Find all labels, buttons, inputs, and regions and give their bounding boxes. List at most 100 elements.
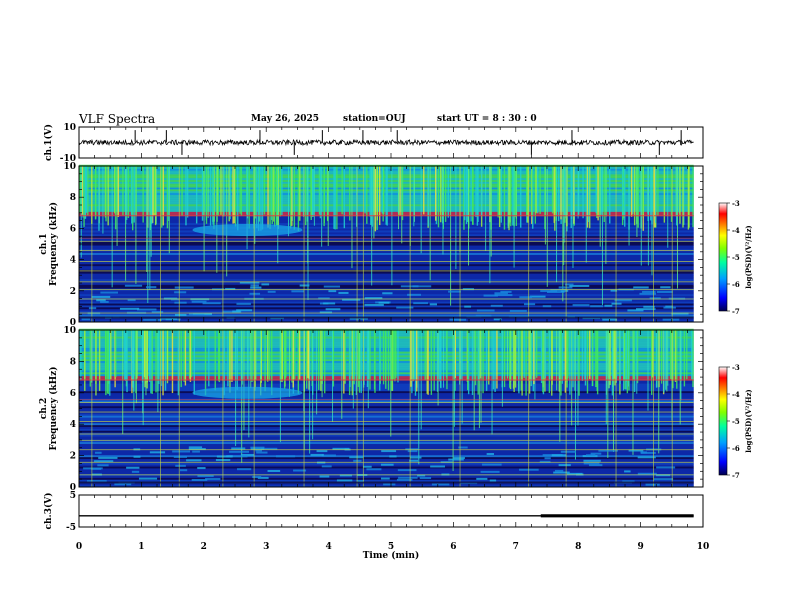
- spectro-column: [128, 166, 129, 218]
- spectro-column: [504, 166, 505, 230]
- spectro-burst: [623, 330, 624, 390]
- colorbar-tick-label: -6: [732, 280, 740, 289]
- spectro-column: [349, 330, 350, 387]
- colorbar-tick-label: -3: [732, 363, 740, 372]
- spectro-column: [554, 166, 555, 231]
- spectro-column: [515, 330, 516, 388]
- spectro-burst: [151, 166, 152, 257]
- spectro-band: [79, 253, 694, 255]
- spectro-lowband: [381, 464, 394, 466]
- spectro-burst: [216, 166, 217, 273]
- spectro-vline: [672, 166, 673, 322]
- y-tick-label: 10: [63, 326, 76, 336]
- spectro-column: [239, 166, 240, 214]
- spectro-column: [86, 166, 87, 213]
- spectro-lowband: [192, 479, 208, 481]
- spectro-lowband: [552, 454, 566, 456]
- y-axis-label: ch.1(V): [43, 124, 54, 161]
- spectro-vline: [672, 330, 673, 487]
- spectro-burst: [667, 330, 668, 386]
- y-tick-label: 8: [70, 357, 76, 367]
- spectro-band: [79, 446, 694, 448]
- spectro-lowband: [586, 454, 595, 456]
- spectro-burst: [516, 166, 517, 219]
- spectro-band: [79, 279, 694, 281]
- spectro-column: [344, 166, 345, 228]
- spectro-lowband: [545, 457, 551, 459]
- spectro-lowband: [268, 291, 276, 293]
- spectro-lowband: [430, 465, 445, 467]
- spectro-lowband: [261, 283, 269, 285]
- spectro-column: [227, 330, 228, 386]
- spectro-burst: [632, 330, 633, 455]
- spectro-lowband: [398, 469, 417, 471]
- spectro-band: [79, 444, 694, 446]
- spectro-lowband: [328, 290, 336, 292]
- spectro-hline: [79, 289, 694, 290]
- spectro-burst: [312, 330, 313, 439]
- spectro-column: [486, 330, 487, 391]
- spectro-darkline: [79, 482, 694, 484]
- spectro-column: [535, 166, 536, 213]
- spectro-column: [294, 330, 295, 379]
- spectro-band: [79, 285, 694, 287]
- spectro-column: [482, 330, 483, 393]
- spectro-lowband: [250, 284, 259, 286]
- spectro-burst: [277, 166, 278, 263]
- spectro-lowband: [322, 454, 336, 456]
- spectro-burst: [314, 166, 315, 226]
- ch2-spectrogram: [79, 329, 694, 488]
- spectro-lowband: [555, 470, 563, 472]
- spectro-column: [571, 166, 572, 228]
- colorbar-tick-label: -7: [732, 307, 740, 316]
- spectro-column: [149, 330, 150, 382]
- spectrogram-layer: [79, 165, 694, 488]
- x-tick-label: 8: [575, 542, 581, 552]
- spectro-vline: [653, 330, 654, 487]
- spectro-vline: [616, 330, 617, 487]
- x-tick-label: 10: [697, 542, 710, 552]
- spectro-band: [79, 227, 694, 229]
- spectro-band: [79, 271, 694, 273]
- spectro-column: [237, 330, 238, 390]
- spectro-band: [79, 419, 694, 421]
- spectro-lowband: [126, 467, 139, 469]
- spectro-column: [572, 330, 573, 387]
- spectro-column: [161, 166, 162, 228]
- spectro-column: [324, 166, 325, 223]
- spectro-column: [99, 330, 100, 391]
- spectro-lowband: [589, 464, 602, 466]
- spectro-column: [154, 166, 155, 213]
- spectro-lowband: [91, 296, 110, 298]
- spectro-vline: [460, 166, 461, 322]
- spectro-burst: [559, 330, 560, 442]
- spectro-lowband: [323, 302, 335, 304]
- spectro-column: [361, 330, 362, 393]
- spectro-lowband: [663, 307, 675, 309]
- spectro-lowband: [407, 294, 421, 296]
- spectro-burst: [556, 330, 557, 390]
- spectro-lowband: [614, 299, 631, 301]
- spectro-band: [79, 466, 694, 468]
- spectro-column: [260, 166, 261, 231]
- spectro-column: [258, 166, 259, 231]
- spectro-burst: [288, 166, 289, 236]
- spectro-column: [435, 166, 436, 221]
- y-axis-label: Frequency (kHz): [48, 202, 59, 286]
- spectro-band: [79, 438, 694, 440]
- spectro-burst: [204, 166, 205, 271]
- spectro-column: [585, 330, 586, 386]
- spectro-patch: [192, 224, 302, 236]
- spectro-column: [588, 166, 589, 222]
- spectro-band: [79, 309, 694, 311]
- spectro-column: [652, 330, 653, 377]
- spectro-column: [280, 166, 281, 216]
- spectro-lowband: [453, 457, 465, 459]
- spectro-column: [181, 330, 182, 387]
- spectro-lowband: [226, 455, 233, 457]
- spectro-band: [79, 262, 694, 264]
- spectro-column: [262, 166, 263, 230]
- spectro-lowband: [311, 454, 324, 456]
- spectro-band: [79, 245, 694, 247]
- spectro-column: [549, 330, 550, 379]
